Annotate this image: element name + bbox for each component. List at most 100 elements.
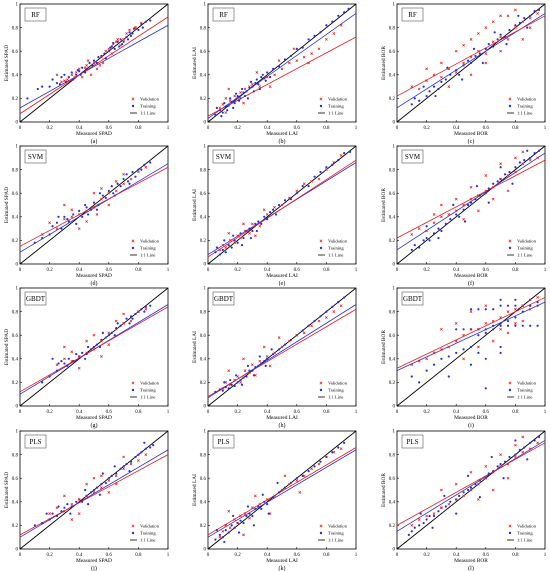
training-point [51,512,54,515]
validation-point [295,59,299,62]
validation-point [477,209,480,213]
validation-point [339,447,343,451]
training-point [440,80,443,83]
y-tick-label: 0.6 [12,192,19,197]
x-tick-label: 0.4 [453,268,460,273]
panel-caption: (h) [279,422,286,429]
validation-point [92,348,96,351]
training-point [237,99,241,102]
x-tick-label: 0.4 [264,410,271,415]
training-point [462,491,465,494]
validation-point [521,162,525,166]
validation-point [298,491,302,494]
training-point [484,357,487,360]
validation-point [325,316,328,319]
validation-point [254,373,257,377]
training-point [472,47,476,50]
training-point [107,189,110,192]
y-tick-label: 0 [204,263,207,268]
validation-point [339,154,343,157]
training-point [84,357,87,360]
training-point [41,381,44,384]
validation-point [332,161,336,164]
training-point [447,375,450,378]
training-point [343,11,346,14]
training-point [487,472,490,475]
training-point [119,185,122,188]
training-point [503,460,507,463]
validation-point [317,47,321,51]
model-label-box [401,7,424,22]
model-label-box [24,149,47,164]
y-tick-label: 0 [393,405,396,410]
validation-point [129,462,133,466]
x-tick-label: 0.8 [323,268,330,273]
y-tick-label: 0.4 [200,74,207,79]
validation-point [63,494,66,498]
training-point [307,38,310,41]
training-point [227,387,230,390]
legend-line-label: 1:1 Line [517,395,532,400]
training-point [92,201,96,204]
model-label: GBDT [214,295,234,303]
y-tick-label: 0.2 [200,524,207,529]
training-point [533,9,536,13]
training-point [492,328,495,331]
training-point [518,161,521,164]
training-point [492,182,495,185]
legend-training-label: Training [328,246,344,251]
validation-point [332,310,336,313]
training-point [252,90,255,93]
validation-point [116,38,120,41]
model-label: SVM [28,153,44,161]
validation-point [55,363,59,367]
validation-point [85,494,88,498]
training-point [458,494,461,497]
x-tick-label: 0.4 [76,410,83,415]
y-tick-label: 0.6 [12,477,19,482]
training-point [149,304,152,307]
validation-point [454,498,458,501]
legend-line-label: 1:1 Line [517,538,532,543]
training-point [66,218,69,221]
validation-point [469,38,473,41]
training-point [506,319,510,323]
validation-point [248,516,251,520]
legend-line-label: 1:1 Line [140,395,155,400]
model-label-box [212,291,235,306]
x-tick-label: 0.8 [135,410,142,415]
y-tick-label: 0.6 [12,50,19,55]
validation-point [454,322,458,325]
training-point [269,76,272,79]
x-axis-label: Measured LAI [266,273,298,279]
training-point [229,97,232,100]
training-point [41,85,44,88]
validation-point [477,49,480,53]
validation-point [491,40,495,44]
training-point [227,531,230,534]
training-point [233,526,236,529]
training-fit-line [396,152,546,251]
training-point [313,175,316,178]
training-point [533,151,536,155]
validation-point [469,327,473,331]
validation-point [506,14,510,18]
validation-point [100,55,103,59]
x-tick-label: 1 [167,410,170,415]
training-point [104,336,107,339]
training-point [529,441,532,444]
training-point [514,316,517,319]
chart-panel: 0 0.2 0.4 0.6 0.8 1 0 0.2 0.4 0.6 0.8 1 Measured BOR… [381,3,547,145]
training-point [505,43,508,46]
legend-validation-label: Validation [328,97,348,102]
training-point [526,149,529,152]
validation-point [122,322,125,325]
training-point [129,34,133,37]
legend-line-label: 1:1 Line [517,253,532,258]
y-axis-label: Estimated BOR [381,330,387,364]
legend-validation-label: Validation [517,524,537,529]
legend-training-marker [131,246,135,250]
training-point [224,251,227,254]
y-tick-label: 0.6 [200,192,207,197]
x-tick-label: 0 [207,410,210,415]
